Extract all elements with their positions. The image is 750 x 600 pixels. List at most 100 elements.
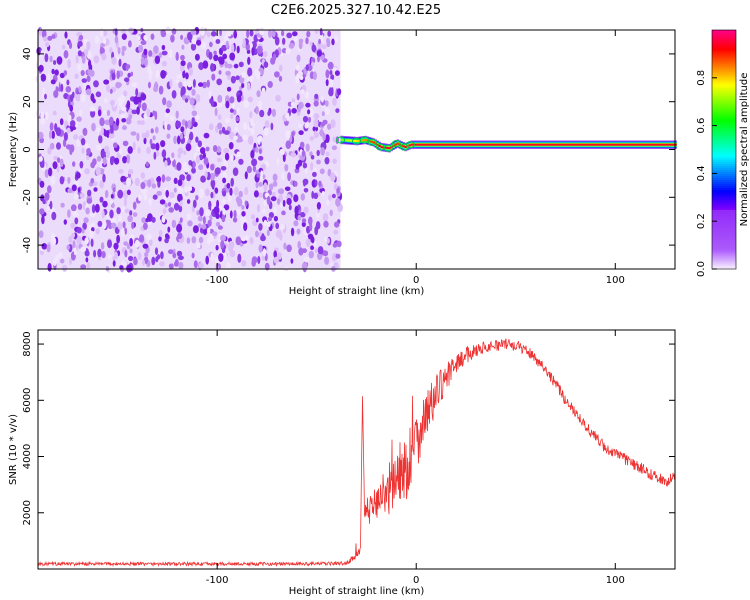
- signal-band-segment: [446, 143, 449, 146]
- noise-blob: [177, 135, 181, 145]
- noise-blob: [67, 188, 73, 194]
- signal-band-segment: [498, 143, 501, 146]
- snr-frame: [37, 329, 676, 570]
- noise-blob: [290, 258, 294, 264]
- noise-blob: [241, 211, 246, 217]
- noise-blob: [93, 187, 98, 192]
- noise-blob: [139, 234, 145, 243]
- noise-blob: [311, 61, 315, 67]
- noise-blob: [300, 193, 305, 201]
- noise-blob: [69, 258, 72, 265]
- signal-band-segment: [476, 143, 479, 146]
- noise-blob: [127, 146, 133, 154]
- colorbar-tick-label: 0.6: [696, 118, 707, 134]
- noise-blob: [135, 88, 139, 97]
- noise-blob: [99, 117, 105, 127]
- noise-blob: [307, 109, 311, 115]
- noise-blob: [77, 50, 82, 57]
- colorbar-segment: [712, 83, 736, 87]
- noise-blob: [172, 252, 177, 259]
- signal-band-segment: [530, 143, 533, 146]
- noise-blob: [233, 135, 238, 141]
- noise-blob: [217, 145, 221, 151]
- noise-blob: [316, 50, 322, 57]
- noise-blob: [266, 229, 270, 236]
- noise-blob: [117, 96, 124, 104]
- colorbar-segment: [712, 79, 736, 83]
- noise-blob: [271, 191, 276, 197]
- noise-blob: [84, 250, 90, 257]
- noise-blob: [238, 61, 244, 68]
- noise-blob: [305, 37, 309, 45]
- heatmap-ytick-label: 20: [22, 95, 33, 108]
- colorbar-segment: [712, 167, 736, 171]
- noise-blob: [154, 247, 159, 255]
- colorbar-segment: [712, 147, 736, 151]
- noise-blob: [258, 244, 263, 253]
- colorbar-segment: [712, 177, 736, 180]
- noise-blob: [236, 94, 242, 103]
- colorbar-segment: [712, 259, 736, 262]
- noise-blob: [161, 174, 166, 183]
- noise-blob: [262, 208, 267, 214]
- noise-blob: [178, 81, 183, 89]
- noise-blob: [249, 111, 253, 119]
- noise-blob: [53, 60, 57, 65]
- noise-blob: [275, 222, 280, 230]
- noise-blob: [284, 186, 291, 192]
- noise-blob: [109, 88, 113, 94]
- noise-blob: [281, 30, 285, 37]
- noise-blob: [69, 94, 74, 102]
- noise-blob: [316, 202, 321, 210]
- noise-blob: [276, 157, 280, 166]
- noise-blob: [262, 51, 268, 58]
- noise-blob: [143, 222, 148, 230]
- colorbar-segment: [712, 53, 736, 57]
- noise-blob: [184, 186, 188, 194]
- noise-blob: [244, 171, 248, 180]
- noise-blob: [74, 73, 79, 79]
- noise-blob: [319, 27, 323, 36]
- signal-band-segment: [460, 143, 463, 146]
- noise-blob: [303, 188, 309, 193]
- signal-band-segment: [444, 143, 447, 146]
- noise-blob: [118, 168, 124, 174]
- noise-blob: [316, 149, 320, 157]
- signal-band-segment: [664, 143, 667, 146]
- noise-blob: [232, 217, 238, 223]
- noise-blob: [103, 79, 110, 85]
- colorbar-segment: [712, 211, 736, 214]
- signal-band-segment: [538, 143, 541, 146]
- noise-blob: [234, 126, 239, 132]
- noise-blob: [247, 56, 251, 65]
- noise-blob: [272, 180, 278, 187]
- noise-blob: [220, 240, 225, 249]
- noise-blob: [51, 68, 55, 75]
- noise-blob: [101, 126, 104, 136]
- noise-blob: [62, 264, 68, 272]
- signal-band-segment: [486, 143, 489, 146]
- noise-blob: [128, 114, 133, 120]
- noise-blob: [177, 232, 183, 240]
- noise-blob: [202, 60, 209, 69]
- noise-blob: [329, 172, 336, 182]
- noise-blob: [186, 174, 191, 182]
- noise-blob: [191, 252, 195, 259]
- noise-blob: [152, 110, 156, 116]
- colorbar-segment: [712, 67, 736, 71]
- signal-band-segment: [670, 143, 673, 146]
- noise-blob: [126, 100, 131, 110]
- heatmap-ytick-label: 40: [22, 48, 33, 61]
- noise-blob: [116, 70, 120, 79]
- noise-blob: [81, 55, 86, 64]
- snr-ytick-label: 2000: [22, 500, 33, 525]
- noise-blob: [284, 130, 291, 140]
- noise-blob: [230, 177, 234, 187]
- noise-blob: [208, 123, 214, 131]
- noise-blob: [120, 113, 126, 119]
- noise-blob: [144, 57, 148, 67]
- noise-blob: [231, 102, 236, 110]
- noise-blob: [224, 117, 230, 124]
- snr-ytick-label: 8000: [22, 331, 33, 356]
